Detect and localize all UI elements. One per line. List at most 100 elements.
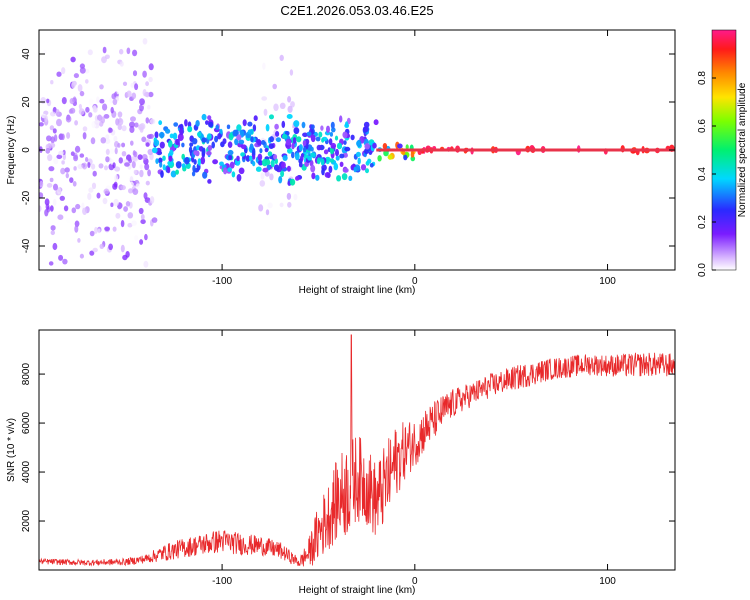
spectrogram-cell: [291, 151, 295, 159]
spectrogram-cell: [66, 132, 71, 139]
spectrogram-cell: [278, 176, 283, 184]
spectrogram-cell: [142, 70, 147, 78]
spectrogram-cell: [112, 162, 116, 169]
spectrogram-cell: [342, 167, 349, 173]
spectrogram-cell: [49, 177, 54, 183]
spectrogram-cell: [91, 163, 96, 170]
spectrogram-cell: [123, 206, 128, 212]
spectrogram-cell: [205, 120, 209, 125]
spectrogram-cell: [175, 169, 180, 175]
spectrogram-cell: [321, 137, 325, 143]
spectrogram-cell: [195, 120, 200, 127]
spectrogram-cell: [294, 152, 300, 161]
spectrogram-cell: [57, 214, 64, 220]
spectrogram-cell: [219, 128, 223, 135]
spectrogram-cell: [179, 128, 184, 136]
spectrogram-cell: [231, 171, 236, 178]
spectrogram-cell: [197, 131, 202, 137]
spectrogram-cell: [134, 235, 139, 241]
spectrogram-cell: [131, 220, 137, 226]
spectrogram-cell: [273, 154, 278, 160]
spectrogram-cell: [200, 156, 206, 165]
spectrogram-cell: [148, 63, 154, 71]
spectrogram-cell: [323, 149, 329, 155]
spectrogram-cell: [162, 164, 166, 171]
spectrogram-cell: [202, 147, 206, 154]
spectrogram-cell: [202, 171, 208, 179]
spectrogram-cell: [101, 116, 105, 124]
spectrogram-cell: [79, 253, 84, 259]
spectrogram-cell: [397, 143, 403, 149]
snr-frame: [38, 329, 676, 571]
spectrogram-cell: [334, 135, 339, 141]
spectrogram-cell: [61, 97, 67, 105]
spectrogram-cell: [227, 141, 233, 148]
spectrogram-cell: [46, 183, 53, 188]
spectrogram-cell: [335, 155, 340, 161]
spectrogram-cell: [78, 103, 82, 110]
spectrogram-cell: [153, 139, 160, 147]
spectrogram-cell: [264, 147, 269, 153]
spectrogram-cell: [142, 38, 148, 45]
spectrogram-cell: [49, 125, 55, 131]
spectrogram-cell: [339, 161, 344, 167]
colorbar-tick-label: 0.0: [697, 263, 708, 277]
spectrogram-cell: [48, 261, 54, 266]
spectrogram-cell: [85, 106, 90, 113]
spectrogram-cell: [289, 178, 296, 186]
spectrogram-cell: [144, 233, 148, 241]
spectrogram-cell: [118, 118, 124, 126]
spectrogram-cell: [130, 116, 136, 122]
spectrogram-cell: [100, 137, 107, 144]
spectrogram-cell: [79, 67, 86, 74]
spectrogram-cell: [310, 152, 316, 158]
spectrogram-cell: [295, 176, 300, 181]
spectrogram-cell: [245, 155, 251, 162]
spectrogram-cell: [250, 136, 254, 143]
spectrogram-cell: [350, 134, 355, 141]
spectrogram-cell: [373, 119, 379, 126]
spectrogram-cell: [326, 125, 330, 133]
spectrogram-cells: [39, 38, 675, 268]
spectrogram-cell: [302, 132, 308, 138]
spectrogram-cell: [105, 156, 110, 163]
spectrogram-cell: [356, 140, 361, 147]
spectrogram-cell: [56, 118, 62, 127]
spectrogram-cell: [311, 172, 316, 180]
spectrogram-cell: [238, 167, 245, 175]
spectrogram-cell: [74, 225, 79, 233]
spectrogram-cell: [77, 84, 83, 92]
spectrogram-cell: [87, 192, 92, 200]
spectrogram-cell: [45, 147, 51, 154]
spectrogram-cell: [111, 93, 117, 100]
spectrogram-cell: [158, 120, 163, 126]
spectrogram-cell: [70, 56, 76, 63]
spectrogram-cell: [50, 111, 56, 117]
spectrogram-cell: [82, 207, 88, 215]
spectrogram-cell: [141, 136, 147, 143]
spectrogram-cell: [316, 157, 321, 165]
spectrogram-cell: [110, 202, 114, 208]
spectrogram-cell: [53, 134, 58, 142]
spectrogram-cell: [189, 142, 194, 147]
spectrogram-cell: [66, 217, 71, 224]
spectrogram-cell: [326, 172, 331, 179]
spectrogram-cell: [121, 142, 126, 148]
spectrogram-cell: [130, 140, 134, 146]
spectrogram-cell: [116, 88, 120, 95]
spectrogram-cell: [382, 143, 388, 150]
spectrogram-cell: [117, 124, 123, 131]
spectrogram-cell: [58, 150, 64, 156]
spectrogram-cell: [367, 158, 372, 164]
spectrogram-cell: [329, 132, 333, 137]
spectrogram-cell: [265, 209, 270, 216]
spectrogram-cell: [301, 121, 306, 129]
spectrogram-cell: [360, 164, 367, 171]
x-tick-label: 0: [412, 276, 418, 287]
spectrogram-cell: [293, 120, 300, 128]
spectrogram-cell: [372, 142, 377, 149]
spectrogram-cell: [175, 161, 182, 169]
spectrogram-cell: [70, 151, 75, 156]
spectrogram-cell: [52, 128, 57, 134]
spectrogram-cell: [97, 228, 101, 234]
